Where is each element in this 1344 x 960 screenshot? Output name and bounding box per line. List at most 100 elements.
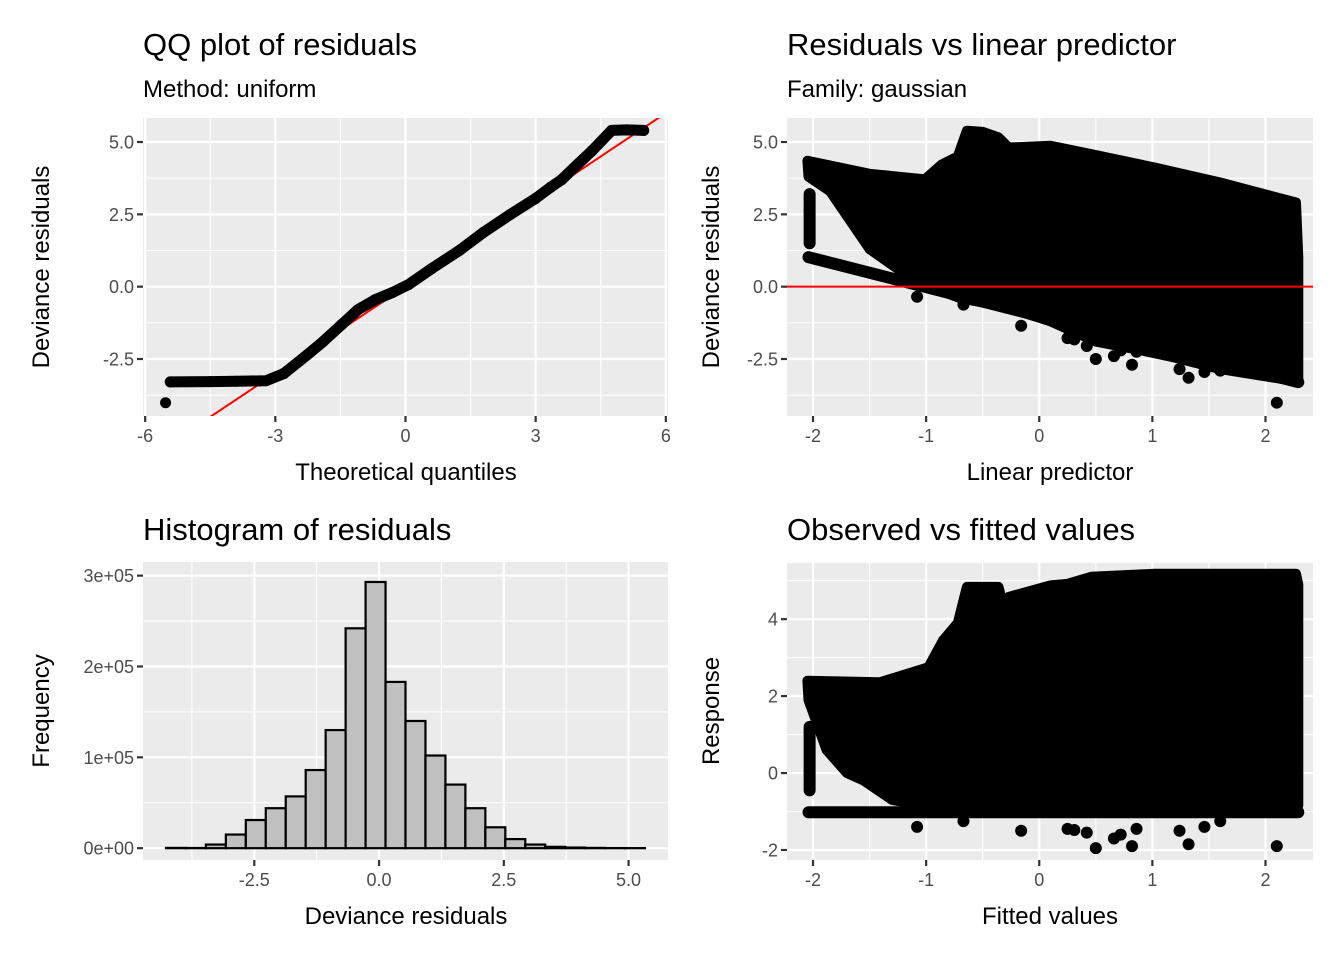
x-tick-label: 1 <box>1147 426 1157 446</box>
outlier-point <box>1270 840 1283 853</box>
qq-point <box>386 286 398 298</box>
y-tick-label: -2.5 <box>103 350 134 370</box>
x-tick-label: 0 <box>1034 426 1044 446</box>
residuals-vs-linear-predictor-panel: Residuals vs linear predictor Family: ga… <box>698 27 1313 486</box>
y-tick-label: 0.0 <box>753 277 778 297</box>
y-tick-label: 2e+05 <box>83 657 134 677</box>
observed-vs-fitted-panel: Observed vs fitted values Fitted values … <box>698 512 1313 930</box>
y-tick-label: 5.0 <box>109 133 134 153</box>
outlier-point <box>1080 826 1093 839</box>
y-tick-label: 2.5 <box>753 205 778 225</box>
qq-point <box>586 145 598 157</box>
y-tick-label: 2 <box>768 687 778 707</box>
x-tick-label: -1 <box>918 426 934 446</box>
rlp-y-axis-title: Deviance residuals <box>698 166 725 369</box>
histogram-bar <box>524 843 547 850</box>
histogram-bar <box>304 768 327 850</box>
outlier-point <box>1198 366 1211 379</box>
histogram-bar <box>244 818 267 850</box>
y-tick-label: -2 <box>762 840 778 860</box>
qq-point <box>164 376 176 388</box>
qq-plot-title: QQ plot of residuals <box>143 27 417 62</box>
outlier-point <box>1130 345 1143 358</box>
qq-outlier-point <box>160 397 172 409</box>
outlier-point <box>1173 824 1186 837</box>
y-tick-label: -2.5 <box>747 350 778 370</box>
qq-point <box>478 226 490 238</box>
data-layer <box>802 125 1305 409</box>
data-layer <box>160 118 661 416</box>
y-tick-label: 4 <box>768 610 778 630</box>
qq-point <box>230 375 242 387</box>
qq-x-axis-title: Theoretical quantiles <box>295 459 516 486</box>
outlier-point <box>1214 364 1227 377</box>
ovf-x-axis-title: Fitted values <box>982 903 1118 930</box>
outlier-point <box>1182 838 1195 851</box>
histogram-bar <box>424 754 447 850</box>
lower-diagonal-band-points <box>802 251 1305 389</box>
x-tick-label: 0.0 <box>367 870 392 890</box>
y-tick-label: 2.5 <box>109 205 134 225</box>
histogram-bar <box>224 833 247 850</box>
x-tick-label: 2.5 <box>491 870 516 890</box>
y-tick-label: 0 <box>768 764 778 784</box>
x-tick-label: 0 <box>1034 870 1044 890</box>
ovf-title: Observed vs fitted values <box>787 512 1135 547</box>
dense-points-cloud <box>802 568 1304 811</box>
rlp-subtitle: Family: gaussian <box>787 76 967 103</box>
qq-point <box>352 304 364 316</box>
x-tick-label: -2 <box>805 426 821 446</box>
histogram-x-axis-title: Deviance residuals <box>305 903 508 930</box>
qq-point <box>204 376 216 388</box>
qq-point <box>369 294 381 306</box>
qq-point <box>317 336 329 348</box>
x-tick-label: 0 <box>400 426 410 446</box>
histogram-bar <box>544 845 567 850</box>
qq-point <box>453 245 465 257</box>
histogram-bar <box>404 719 427 850</box>
qq-point <box>606 124 618 136</box>
x-tick-label: -1 <box>918 870 934 890</box>
outlier-point <box>911 290 924 303</box>
histogram-bar <box>324 728 347 850</box>
outlier-point <box>1214 815 1227 828</box>
outlier-point <box>957 815 970 828</box>
qq-plot-subtitle: Method: uniform <box>143 76 316 103</box>
qq-point <box>278 367 290 379</box>
outlier-point <box>1126 840 1139 853</box>
y-tick-label: 3e+05 <box>83 566 134 586</box>
x-tick-label: -2 <box>805 870 821 890</box>
histogram-bar <box>444 783 467 850</box>
outlier-point <box>1198 820 1211 833</box>
x-tick-label: 5.0 <box>616 870 641 890</box>
histogram-bar <box>484 826 507 850</box>
qq-point <box>426 263 438 275</box>
ovf-y-axis-title: Response <box>698 657 725 765</box>
outlier-point <box>1173 363 1186 376</box>
histogram-bar <box>284 795 307 850</box>
outlier-point <box>1182 371 1195 384</box>
histogram-bar <box>384 680 407 850</box>
y-tick-label: 0.0 <box>109 277 134 297</box>
qq-point <box>544 181 556 193</box>
y-tick-label: 1e+05 <box>83 748 134 768</box>
x-tick-label: 2 <box>1260 426 1270 446</box>
x-tick-label: 2 <box>1260 870 1270 890</box>
histogram-panel: Histogram of residuals Deviance residual… <box>28 512 668 930</box>
qq-point <box>260 375 272 387</box>
outlier-point <box>1089 353 1102 366</box>
outlier-point <box>1068 333 1081 346</box>
x-tick-label: 6 <box>661 426 671 446</box>
histogram-bar <box>264 807 287 850</box>
x-tick-label: -6 <box>137 426 153 446</box>
outlier-point <box>1015 824 1028 837</box>
x-tick-label: -2.5 <box>239 870 270 890</box>
data-layer <box>802 568 1305 855</box>
data-layer <box>164 580 647 850</box>
qq-plot-panel: QQ plot of residuals Method: uniform The… <box>28 27 671 486</box>
qq-point <box>403 279 415 291</box>
x-tick-label: -3 <box>267 426 283 446</box>
rlp-title: Residuals vs linear predictor <box>787 27 1176 62</box>
outlier-point <box>1114 344 1127 357</box>
